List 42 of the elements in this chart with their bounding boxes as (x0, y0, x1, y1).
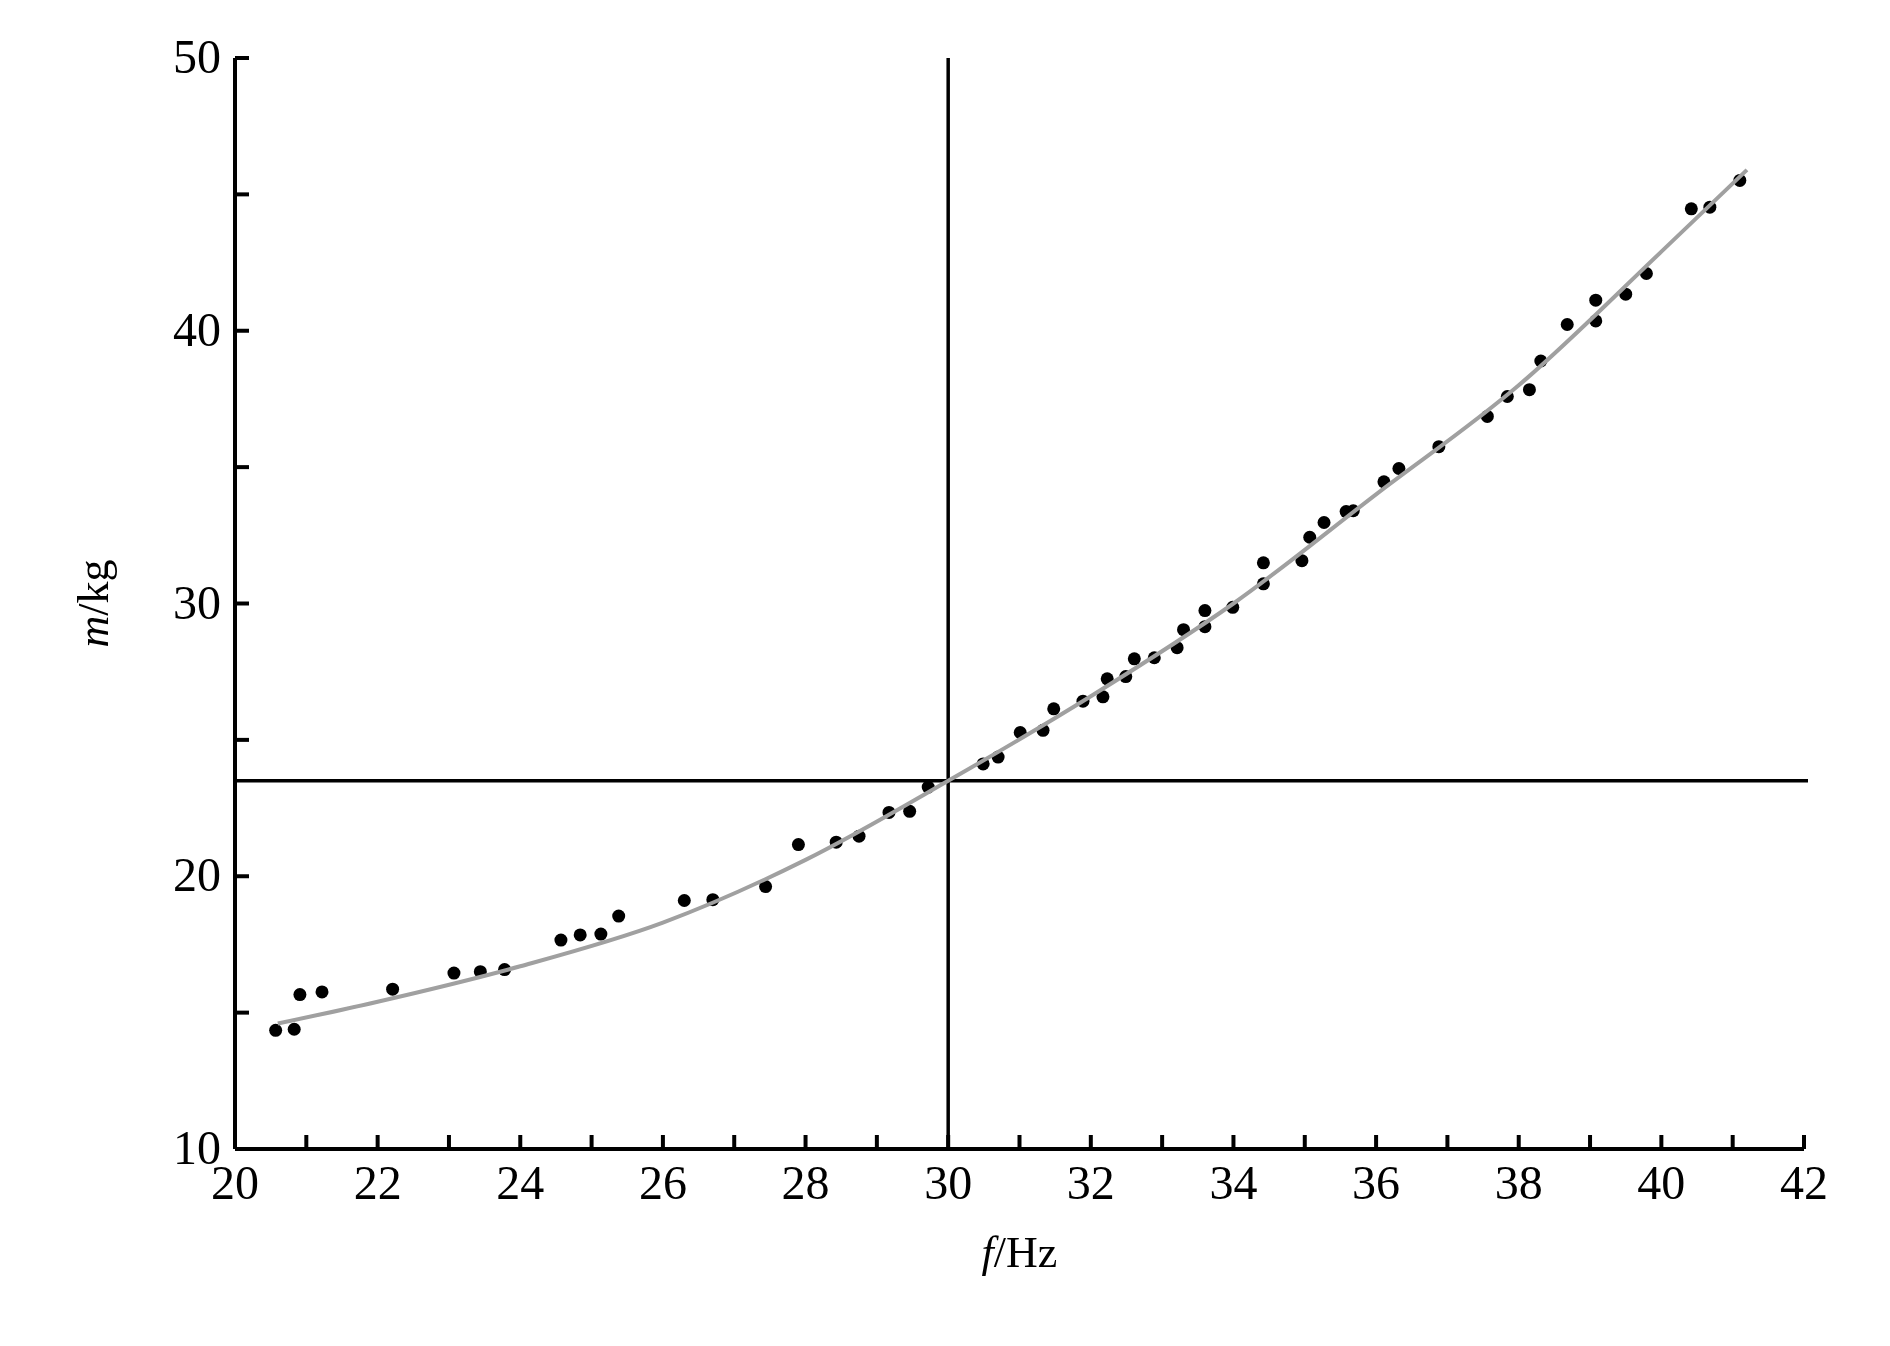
x-tick-label: 38 (1494, 1156, 1543, 1209)
x-tick-label: 32 (1066, 1156, 1115, 1209)
point (269, 1023, 283, 1037)
x-tick-label: 34 (1209, 1156, 1258, 1209)
x-tick-label: 26 (638, 1156, 687, 1209)
point (573, 928, 587, 942)
point (1684, 202, 1698, 216)
point (554, 933, 568, 947)
point (612, 909, 626, 923)
point (293, 988, 307, 1002)
point (594, 927, 608, 941)
x-tick-label: 24 (496, 1156, 545, 1209)
point (1303, 530, 1317, 544)
point (1589, 293, 1603, 307)
x-tick-label: 36 (1352, 1156, 1401, 1209)
point (1522, 383, 1536, 397)
point (287, 1022, 301, 1036)
point (1256, 556, 1270, 570)
point (1198, 604, 1212, 618)
x-tick-label: 22 (353, 1156, 402, 1209)
point (1127, 652, 1141, 666)
y-axis-title: m/kg (69, 559, 118, 648)
point (791, 838, 805, 852)
x-axis-title: f/Hz (981, 1228, 1058, 1277)
x-tick-label: 42 (1780, 1156, 1828, 1209)
x-tick-label: 28 (781, 1156, 830, 1209)
point (1392, 461, 1406, 475)
point (1047, 702, 1061, 716)
point (903, 804, 917, 818)
y-tick-label: 30 (173, 575, 221, 629)
y-tick-label: 50 (173, 30, 221, 83)
x-tick-label: 40 (1637, 1156, 1686, 1209)
y-tick-label: 20 (173, 848, 221, 902)
point (315, 985, 329, 999)
x-tick-label: 30 (924, 1156, 973, 1209)
y-tick-label: 40 (173, 302, 221, 356)
point (677, 894, 691, 908)
point (759, 880, 773, 894)
point (447, 966, 461, 980)
point (386, 982, 400, 996)
point (1317, 515, 1331, 529)
point (1560, 317, 1574, 331)
